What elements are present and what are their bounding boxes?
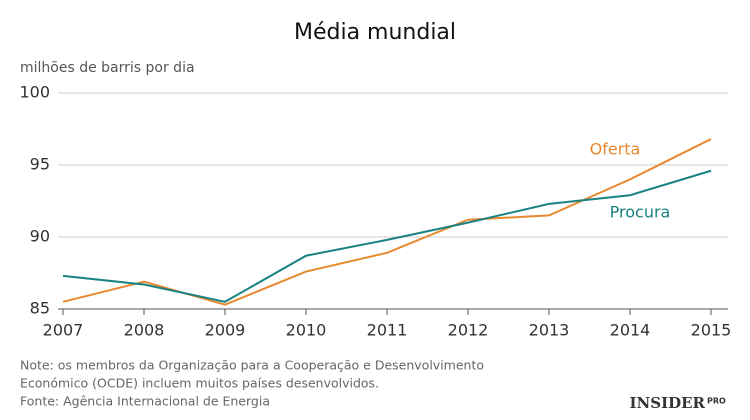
series-line [62,169,712,303]
x-tick-label: 2014 [610,321,651,340]
x-tick-label: 2012 [448,321,489,340]
legend-label: Procura [610,203,671,222]
y-tick-label: 95 [30,155,50,174]
source: Fonte: Agência Internacional de Energia [20,394,270,409]
note: Económico (OCDE) incluem muitos países d… [20,376,379,391]
x-tick-label: 2007 [43,321,84,340]
legend-label: Oferta [590,140,641,159]
x-tick-label: 2008 [124,321,165,340]
x-tick-label: 2011 [367,321,408,340]
x-tick-label: 2013 [529,321,570,340]
logo: INSIDER [630,394,706,412]
note: Note: os membros da Organização para a C… [20,358,484,373]
y-tick-label: 90 [30,227,50,246]
chart-title: Média mundial [294,20,456,45]
x-tick-label: 2009 [205,321,246,340]
x-tick-label: 2010 [286,321,327,340]
y-tick-label: 85 [30,299,50,318]
y-tick-label: 100 [19,83,50,102]
logo: PRO [707,397,726,406]
x-tick-label: 2015 [691,321,732,340]
series-line [62,138,712,306]
y-axis-label: milhões de barris por dia [20,60,195,76]
